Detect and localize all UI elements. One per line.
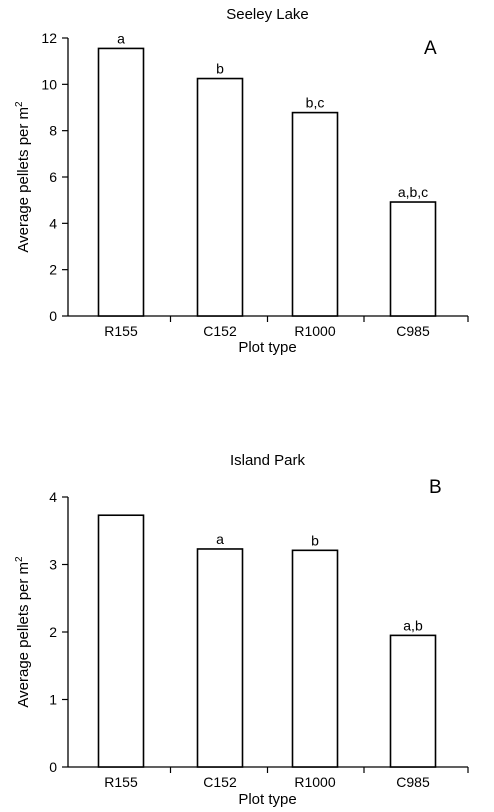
y-tick-label: 0: [49, 759, 57, 775]
significance-label: b,c: [306, 95, 325, 111]
significance-label: b: [216, 61, 224, 77]
x-tick-label: C985: [396, 774, 430, 790]
y-tick-label: 2: [49, 262, 57, 278]
bar-c152: [196, 548, 244, 768]
x-axis-title: Plot type: [238, 791, 296, 808]
y-tick-label: 2: [49, 624, 57, 640]
bar-r155: [97, 514, 145, 768]
y-tick-label: 1: [49, 692, 57, 708]
x-axis-title: Plot type: [238, 339, 296, 356]
bar-c152: [196, 77, 244, 317]
x-tick-label: R1000: [294, 323, 335, 339]
significance-label: a,b,c: [398, 184, 428, 200]
panel-letter: B: [429, 477, 442, 498]
x-tick-label: R155: [104, 323, 138, 339]
chart-title: Island Park: [230, 452, 306, 469]
chart-island-park: Island Park B 0 1 2 3 4 R155 C152 a R1000 b C985 a,b P…: [14, 452, 469, 808]
y-tick-label: 4: [49, 489, 57, 505]
y-tick-label: 0: [49, 308, 57, 324]
significance-label: a,b: [403, 617, 423, 633]
x-tick-label: C152: [203, 323, 237, 339]
bar-c985: [389, 201, 437, 317]
y-axis-title: Average pellets per m2: [14, 556, 32, 708]
chart-seeley-lake: Seeley Lake A 0 2 4 6 8 10 12 R155 a C152 b R1000 b,c C…: [14, 6, 469, 356]
y-tick-label: 12: [41, 30, 57, 46]
bar-r1000: [291, 549, 339, 768]
x-tick-label: C152: [203, 774, 237, 790]
significance-label: a: [117, 30, 125, 46]
x-tick-label: R155: [104, 774, 138, 790]
y-tick-label: 10: [41, 76, 57, 92]
y-tick-label: 3: [49, 557, 57, 573]
y-axis-title: Average pellets per m2: [14, 101, 32, 253]
chart-title: Seeley Lake: [226, 6, 309, 23]
bar-r1000: [291, 111, 339, 317]
bar-r155: [97, 47, 145, 317]
x-tick-label: R1000: [294, 774, 335, 790]
significance-label: a: [216, 531, 224, 547]
bar-c985: [389, 634, 437, 768]
y-tick-label: 8: [49, 123, 57, 139]
significance-label: b: [311, 532, 319, 548]
y-tick-label: 4: [49, 215, 57, 231]
x-tick-label: C985: [396, 323, 430, 339]
panel-letter: A: [424, 38, 437, 59]
y-tick-label: 6: [49, 169, 57, 185]
